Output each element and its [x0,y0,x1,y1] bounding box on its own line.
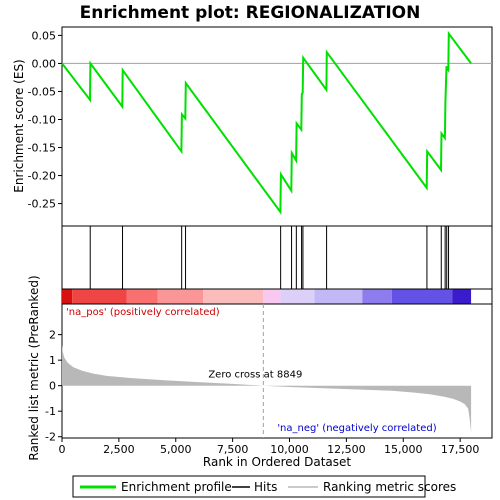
colorbar-segment [452,289,472,304]
colorbar-segment [157,289,204,304]
metric-panel-frame [61,303,493,439]
colorbar-segment [203,289,264,304]
legend-metric-label: Ranking metric scores [323,480,456,494]
es-panel: 0.05 0.00 -0.05 -0.10 -0.15 -0.20 -0.25 Enrich… [12,26,493,227]
zero-cross-label: Zero cross at 8849 [208,370,302,381]
x-tick-label: 7,500 [217,443,249,456]
na-neg-label: 'na_neg' (negatively correlated) [277,423,436,434]
metric-y-tick-label: 1 [49,354,56,367]
colorbar-segment [280,289,315,304]
es-y-ticks: 0.05 0.00 -0.05 -0.10 -0.15 -0.20 -0.25 [28,29,62,211]
ranking-metric-area [62,344,472,433]
colorbar-segment [62,289,73,304]
es-y-tick-label: -0.25 [28,198,56,211]
es-panel-frame [61,26,493,227]
metric-y-tick-label: 0 [49,380,56,393]
legend: Enrichment profile Hits Ranking metric s… [72,475,456,498]
colorbar-segment [362,289,392,304]
metric-y-ticks: 2 1 0 -1 -2 [45,329,62,444]
x-tick-label: 12,500 [327,443,366,456]
es-y-tick-label: -0.05 [28,85,56,98]
colorbar-segment [391,289,453,304]
metric-y-tick-label: -2 [45,431,56,444]
es-y-tick-label: -0.10 [28,113,56,126]
x-tick-label: 15,000 [384,443,423,456]
metric-panel: 2 1 0 -1 -2 'na_pos' (positively correlated)… [27,275,493,461]
chart-title: Enrichment plot: REGIONALIZATION [80,3,421,23]
x-tick-label: 2,500 [103,443,135,456]
metric-y-tick-label: 2 [49,329,56,342]
es-y-axis-label: Enrichment score (ES) [12,59,26,192]
colorbar-segment [263,289,281,304]
metric-y-axis-label: Ranked list metric (PreRanked) [27,275,41,460]
colorbar-segments [62,289,472,304]
hits-panel-frame [61,225,493,290]
es-y-tick-label: 0.05 [32,29,57,42]
es-y-tick-label: -0.20 [28,170,56,183]
x-axis-label: Rank in Ordered Dataset [203,455,351,469]
x-tick-label: 0 [59,443,66,456]
hits-panel [61,225,493,290]
rank-colorbar [61,288,493,305]
es-y-tick-label: 0.00 [32,57,57,70]
colorbar-segment [314,289,363,304]
na-pos-label: 'na_pos' (positively correlated) [66,307,220,318]
legend-enrichment-label: Enrichment profile [121,480,232,494]
enrichment-profile-line [61,30,472,215]
legend-hits-label: Hits [254,480,277,494]
x-axis-ticks: 0 2,500 5,000 7,500 10,000 12,500 15,000 17,500 [59,438,480,456]
hit-lines [89,226,450,289]
metric-y-tick-label: -1 [45,405,56,418]
es-y-tick-label: -0.15 [28,142,56,155]
colorbar-segment [126,289,158,304]
x-tick-label: 10,000 [270,443,309,456]
x-tick-label: 5,000 [160,443,192,456]
x-tick-label: 17,500 [441,443,480,456]
colorbar-segment [72,289,127,304]
